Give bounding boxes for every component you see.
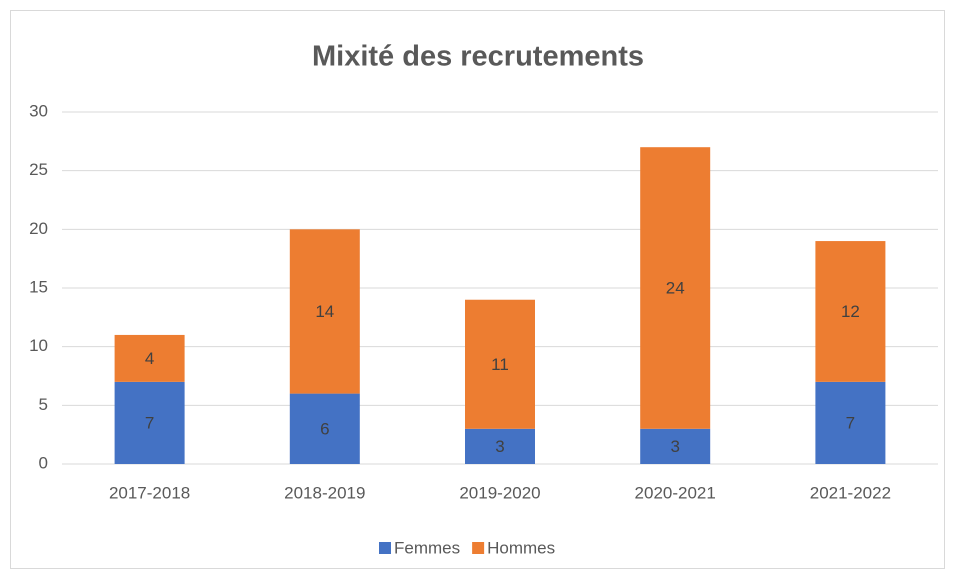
bar-segment xyxy=(815,381,886,464)
bar-segment xyxy=(640,147,711,429)
bar-segment xyxy=(465,299,535,429)
data-label: 11 xyxy=(491,355,509,374)
data-label: 7 xyxy=(846,413,855,432)
data-label: 7 xyxy=(145,413,154,432)
chart-border xyxy=(10,10,945,569)
bar-segment xyxy=(114,381,185,464)
legend-label: Hommes xyxy=(487,538,555,557)
bar-segment xyxy=(289,393,360,464)
y-tick-label: 30 xyxy=(29,101,48,120)
data-label: 12 xyxy=(841,302,860,321)
y-tick-label: 10 xyxy=(29,336,48,355)
x-tick-label: 2019-2020 xyxy=(459,483,540,502)
bar-segment xyxy=(465,428,535,464)
data-label: 4 xyxy=(145,349,154,368)
data-label: 24 xyxy=(666,278,685,297)
legend-swatch xyxy=(472,542,485,554)
data-label: 6 xyxy=(320,419,329,438)
bar-segment xyxy=(114,334,185,382)
chart-title: Mixité des recrutements xyxy=(312,41,644,73)
legend-label: Femmes xyxy=(394,538,460,557)
y-tick-label: 15 xyxy=(29,277,48,296)
bar-segment xyxy=(289,229,360,394)
legend-swatch xyxy=(379,542,391,554)
x-tick-label: 2020-2021 xyxy=(635,483,716,502)
data-label: 14 xyxy=(315,302,334,321)
data-label: 3 xyxy=(495,437,504,456)
x-tick-label: 2018-2019 xyxy=(284,483,365,502)
x-tick-label: 2017-2018 xyxy=(109,483,190,502)
y-tick-label: 5 xyxy=(39,395,48,414)
bar-segment xyxy=(815,241,886,382)
bar-segment xyxy=(640,428,711,464)
data-label: 3 xyxy=(670,437,679,456)
y-tick-label: 25 xyxy=(29,160,48,179)
y-tick-label: 0 xyxy=(39,453,48,472)
x-tick-label: 2021-2022 xyxy=(810,483,891,502)
y-tick-label: 20 xyxy=(29,219,48,238)
